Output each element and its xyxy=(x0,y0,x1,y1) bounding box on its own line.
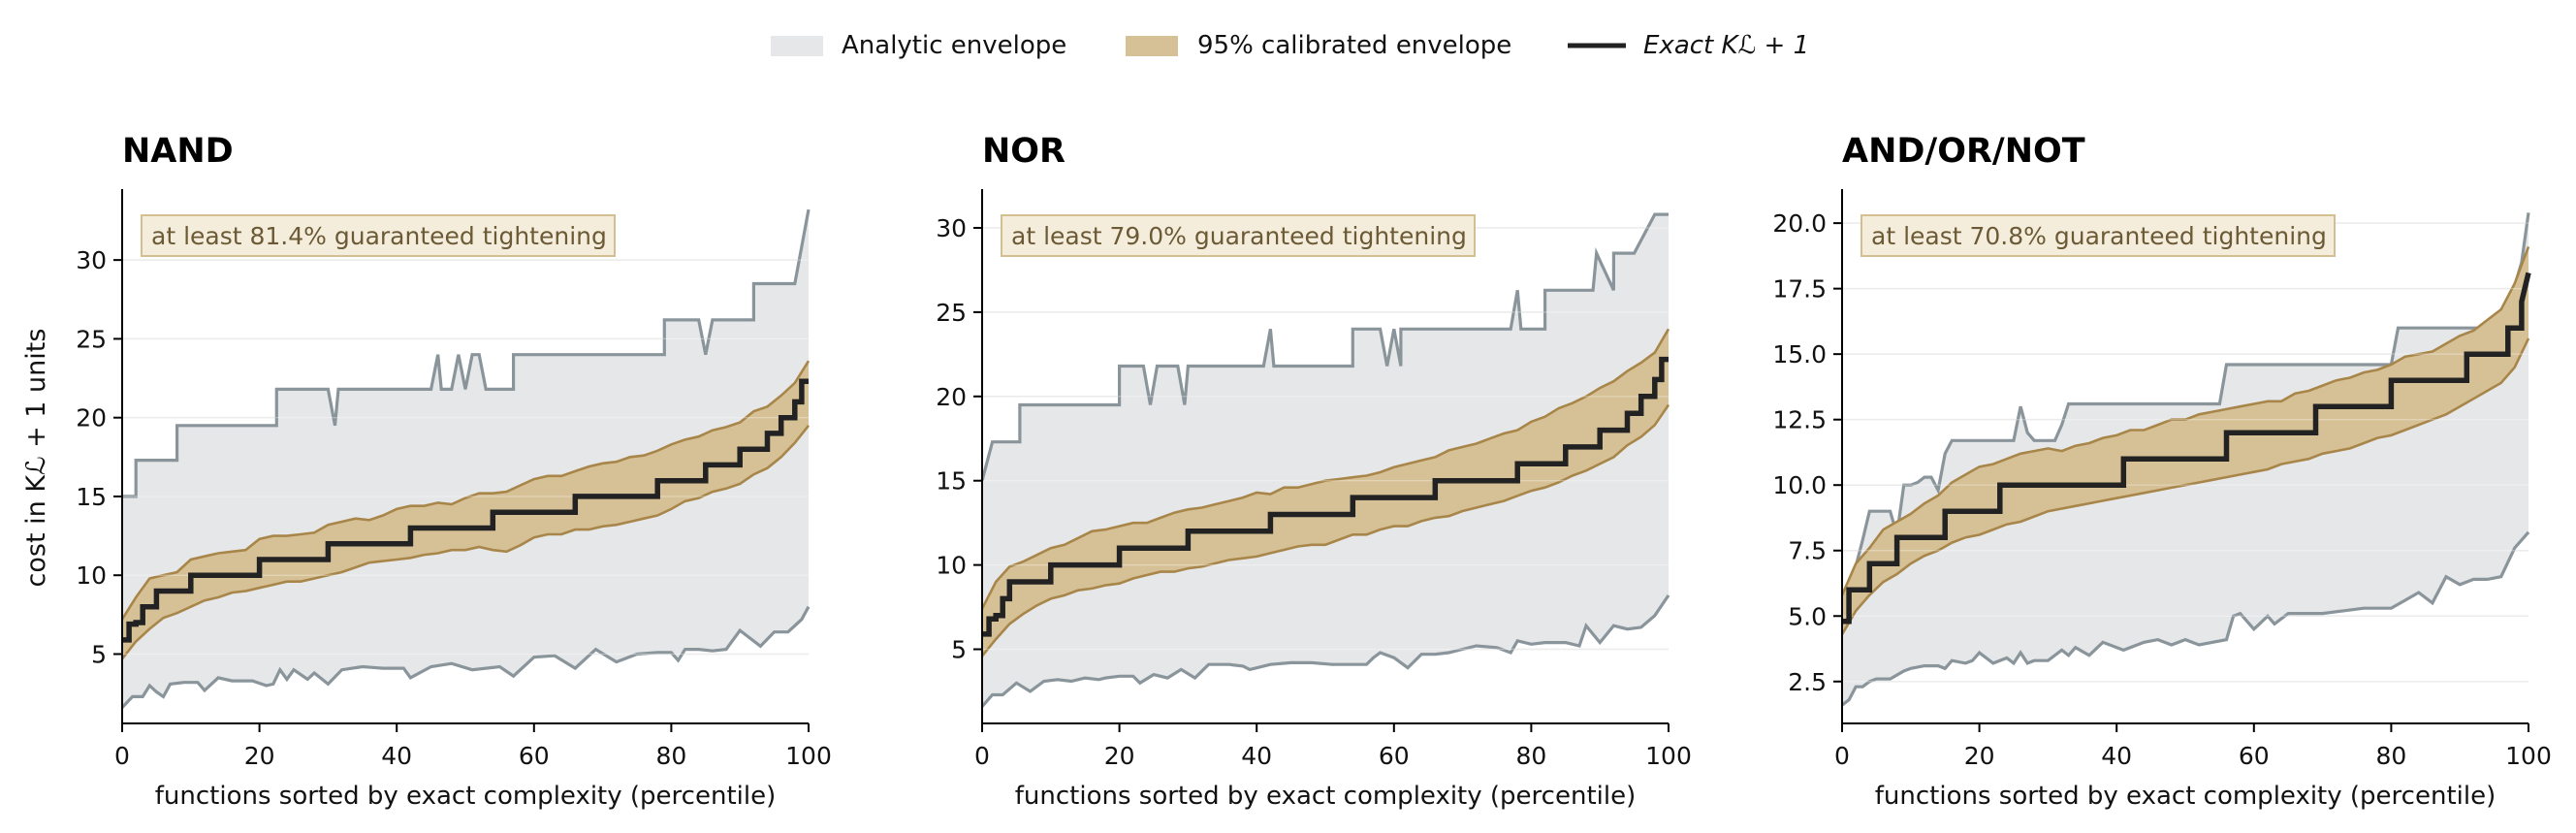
panel-nor: NOR 5 10 15 20 25 30 0 20 40 60 80 100 at least 79.… xyxy=(936,132,1692,811)
annotation-box: at least 81.4% guaranteed tightening xyxy=(141,214,616,257)
calibrated-envelope-band xyxy=(982,329,1669,657)
calibrated-lower-line xyxy=(1840,337,2530,635)
x-tick-label: 20 xyxy=(1104,742,1135,770)
x-tick-label: 80 xyxy=(2375,742,2406,770)
x-tick-label: 40 xyxy=(381,742,412,770)
calibrated-lower-line xyxy=(120,424,811,660)
x-tick-label: 60 xyxy=(1379,742,1410,770)
y-tick-label: 15.0 xyxy=(1772,340,1827,368)
x-tick-label: 60 xyxy=(519,742,550,770)
y-tick-label: 10.0 xyxy=(1772,471,1827,499)
x-axis-label: functions sorted by exact complexity (pe… xyxy=(1875,782,2496,811)
y-tick-label: 5 xyxy=(951,636,967,664)
y-tick-label: 2.5 xyxy=(1788,668,1827,696)
legend-swatch-analytic-envelope xyxy=(771,36,823,56)
x-tick-label: 100 xyxy=(2505,742,2552,770)
x-axis-label: functions sorted by exact complexity (pe… xyxy=(1015,782,1636,811)
legend-label-analytic-envelope: Analytic envelope xyxy=(842,31,1066,60)
y-tick-label: 25 xyxy=(936,299,967,327)
annotation-text: at least 79.0% guaranteed tightening xyxy=(1011,222,1467,250)
y-tick-label: 30 xyxy=(76,246,107,274)
x-tick-label: 80 xyxy=(1515,742,1546,770)
x-tick-label: 100 xyxy=(1645,742,1692,770)
analytic-upper-line xyxy=(980,212,1669,482)
panel-nand: NAND 5 10 15 20 25 30 0 20 40 60 80 100 at least 81… xyxy=(76,132,832,811)
legend-label-exact: Exact Kℒ + 1 xyxy=(1643,31,1809,60)
x-tick-label: 40 xyxy=(1241,742,1272,770)
y-tick-label: 7.5 xyxy=(1788,537,1827,565)
y-tick-label: 10 xyxy=(936,552,967,580)
legend: Analytic envelope 95% calibrated envelop… xyxy=(771,31,1809,60)
annotation-box: at least 70.8% guaranteed tightening xyxy=(1860,214,2336,257)
calibrated-envelope-band xyxy=(122,361,809,659)
y-tick-label: 17.5 xyxy=(1772,275,1827,304)
annotation-text: at least 81.4% guaranteed tightening xyxy=(151,222,607,250)
x-tick-label: 0 xyxy=(1834,742,1850,770)
y-axis-label: cost in Kℒ + 1 units xyxy=(21,329,51,588)
x-tick-label: 100 xyxy=(785,742,832,770)
analytic-envelope-band xyxy=(982,214,1669,707)
x-tick-label: 20 xyxy=(1964,742,1995,770)
panel-title: NAND xyxy=(122,132,234,171)
y-tick-label: 12.5 xyxy=(1772,406,1827,434)
x-axis-label: functions sorted by exact complexity (pe… xyxy=(155,782,776,811)
y-tick-label: 15 xyxy=(76,483,107,511)
y-tick-label: 5.0 xyxy=(1788,602,1827,630)
exact-line xyxy=(122,378,809,643)
calibrated-upper-line xyxy=(120,360,811,621)
analytic-lower-line xyxy=(1841,530,2530,707)
panel-title: NOR xyxy=(982,132,1065,171)
plot-area: 2.5 5.0 7.5 10.0 12.5 15.0 17.5 20.0 0 20 40 60 80 10… xyxy=(1772,189,2552,770)
analytic-upper-line xyxy=(122,208,811,498)
plot-area: 5 10 15 20 25 30 0 20 40 60 80 100 xyxy=(76,189,832,770)
annotation-text: at least 70.8% guaranteed tightening xyxy=(1871,222,2327,250)
calibrated-lower-line xyxy=(980,403,1670,657)
x-tick-label: 20 xyxy=(244,742,275,770)
x-tick-label: 60 xyxy=(2239,742,2270,770)
calibrated-envelope-band xyxy=(1842,246,2528,635)
y-tick-label: 20 xyxy=(76,404,107,433)
plot-area: 5 10 15 20 25 30 0 20 40 60 80 100 xyxy=(936,189,1692,770)
x-tick-label: 40 xyxy=(2101,742,2132,770)
y-tick-label: 30 xyxy=(936,214,967,242)
calibrated-upper-line xyxy=(980,328,1670,610)
panel-title: AND/OR/NOT xyxy=(1842,132,2085,171)
annotation-box: at least 79.0% guaranteed tightening xyxy=(1001,214,1476,257)
analytic-lower-line xyxy=(120,605,811,709)
exact-line xyxy=(1842,272,2531,625)
y-tick-label: 15 xyxy=(936,467,967,496)
y-tick-label: 20 xyxy=(936,383,967,411)
legend-swatch-calibrated-envelope xyxy=(1126,36,1178,56)
panel-and-or-not: AND/OR/NOT 2.5 5.0 7.5 10.0 12.5 15.0 17.5 20.0… xyxy=(1772,132,2552,811)
y-tick-label: 5 xyxy=(91,640,107,668)
analytic-lower-line xyxy=(980,594,1670,708)
x-tick-label: 80 xyxy=(655,742,686,770)
analytic-envelope-band xyxy=(122,209,809,708)
x-tick-label: 0 xyxy=(974,742,990,770)
exact-line xyxy=(982,356,1669,637)
x-tick-label: 0 xyxy=(114,742,130,770)
y-tick-label: 25 xyxy=(76,325,107,353)
legend-label-calibrated-envelope: 95% calibrated envelope xyxy=(1197,31,1511,60)
y-tick-label: 10 xyxy=(76,561,107,590)
calibrated-upper-line xyxy=(1840,245,2530,596)
y-tick-label: 20.0 xyxy=(1772,209,1827,238)
